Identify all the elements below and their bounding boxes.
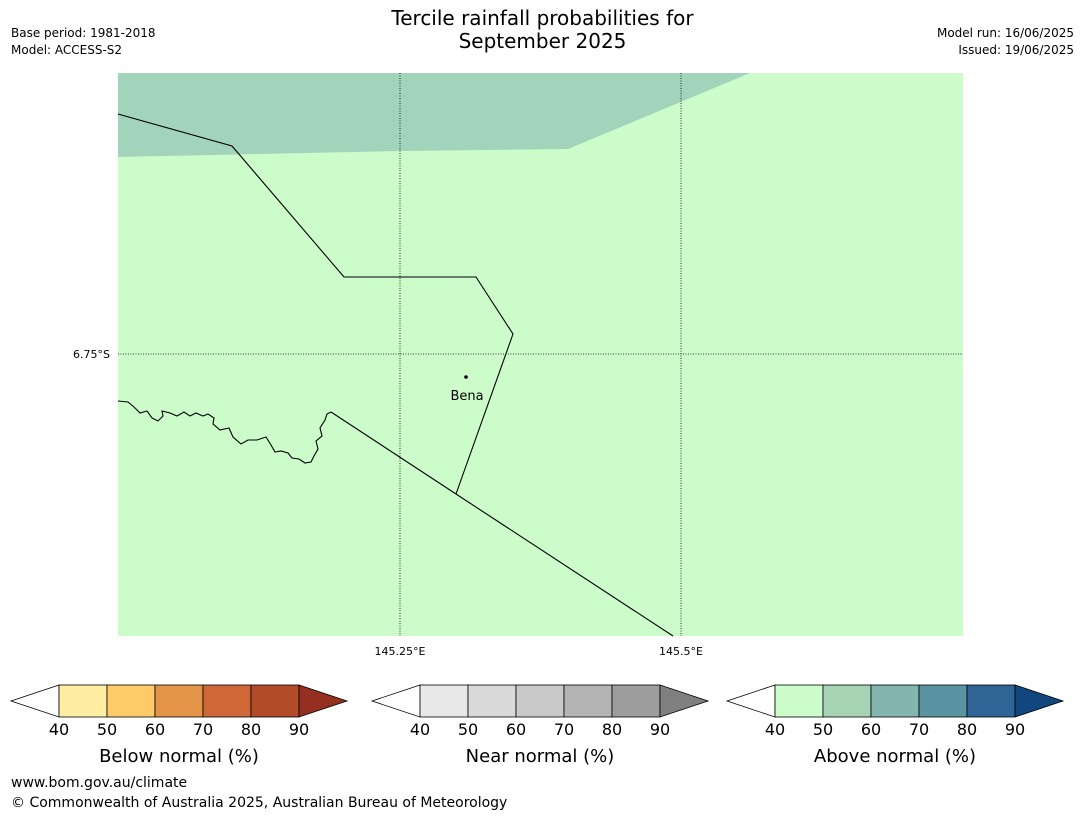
colorbar-near-normal-segment-60: [515, 684, 565, 718]
colorbar-near-normal-label: Near normal (%): [466, 746, 615, 767]
colorbar-below-normal-segment-50: [106, 684, 156, 718]
colorbar-legends: 40 50 60 70 80 90 Below normal (%) 40 50 60 70 80 90…: [9, 684, 1065, 767]
colorbar-below-normal-tick-70: 70: [193, 720, 213, 739]
colorbar-above-normal-segment-40: [774, 684, 824, 718]
base-period-label: Base period: 1981-2018: [11, 26, 156, 40]
colorbar-below-normal-segment-40: [58, 684, 108, 718]
colorbar-above-normal-tick-80: 80: [957, 720, 977, 739]
colorbar-near-normal-segment-80: [611, 684, 661, 718]
colorbar-above-normal-segment-50: [822, 684, 872, 718]
province-boundary-south: [455, 493, 674, 637]
province-boundary-north: [117, 113, 514, 495]
colorbar-near-normal-tick-60: 60: [506, 720, 526, 739]
province-boundary-west: [330, 411, 457, 495]
colorbar-below-normal-tick-60: 60: [145, 720, 165, 739]
footer-copyright: © Commonwealth of Australia 2025, Austra…: [11, 795, 508, 811]
colorbar-near-normal-tick-50: 50: [458, 720, 478, 739]
colorbar-above-normal-segment-80: [966, 684, 1016, 718]
footer-url: www.bom.gov.au/climate: [11, 775, 188, 791]
colorbar-below-normal-segment-80: [250, 684, 300, 718]
model-run-label: Model run: 16/06/2025: [936, 26, 1074, 40]
colorbar-above-normal-tick-50: 50: [813, 720, 833, 739]
map-area-above-50-60: [118, 73, 750, 157]
colorbar-near-normal-tick-90: 90: [650, 720, 670, 739]
colorbar-above-normal: 40 50 60 70 80 90 Above normal (%): [725, 684, 1065, 767]
town-marker-bena: [464, 375, 468, 379]
lat-label-6-75s: 6.75°S: [73, 348, 110, 361]
colorbar-above-normal-tick-70: 70: [909, 720, 929, 739]
colorbar-above-normal-segment-60: [870, 684, 920, 718]
title-line-1: Tercile rainfall probabilities for: [391, 6, 694, 30]
colorbar-above-normal-segment-70: [918, 684, 968, 718]
colorbar-below-normal-segment-60: [154, 684, 204, 718]
colorbar-below-normal-segment-70: [202, 684, 252, 718]
colorbar-above-normal-over-extension: [1014, 684, 1065, 718]
colorbar-near-normal-segment-70: [563, 684, 613, 718]
map-area-above-40-50: [118, 73, 963, 636]
model-label: Model: ACCESS-S2: [11, 43, 123, 57]
map-figure: Bena 6.75°S 145.25°E 145.5°E: [73, 73, 963, 658]
colorbar-above-normal-tick-90: 90: [1005, 720, 1025, 739]
meta-left: Base period: 1981-2018 Model: ACCESS-S2: [11, 25, 156, 59]
lon-label-145-5e: 145.5°E: [659, 645, 703, 658]
colorbar-above-normal-label: Above normal (%): [814, 746, 976, 767]
colorbar-near-normal-segment-40: [419, 684, 469, 718]
colorbar-near-normal-tick-80: 80: [602, 720, 622, 739]
colorbar-near-normal-under-extension: [370, 684, 421, 718]
lon-label-145-25e: 145.25°E: [375, 645, 426, 658]
chart-title: Tercile rainfall probabilities for Septe…: [0, 7, 1085, 53]
coastline: [117, 400, 332, 464]
colorbar-near-normal-over-extension: [659, 684, 710, 718]
colorbar-below-normal-tick-90: 90: [289, 720, 309, 739]
colorbar-above-normal-tick-60: 60: [861, 720, 881, 739]
colorbar-below-normal-over-extension: [298, 684, 349, 718]
colorbar-above-normal-under-extension: [725, 684, 776, 718]
province-boundaries: [117, 113, 674, 637]
colorbar-below-normal: 40 50 60 70 80 90 Below normal (%): [9, 684, 349, 767]
town-label-bena: Bena: [450, 389, 483, 404]
colorbar-near-normal-tick-70: 70: [554, 720, 574, 739]
title-line-2: September 2025: [458, 29, 627, 53]
issued-label: Issued: 19/06/2025: [958, 43, 1074, 57]
colorbar-below-normal-tick-80: 80: [241, 720, 261, 739]
colorbar-below-normal-tick-40: 40: [49, 720, 69, 739]
meta-right: Model run: 16/06/2025 Issued: 19/06/2025: [937, 25, 1074, 59]
colorbar-near-normal-segment-50: [467, 684, 517, 718]
colorbar-below-normal-under-extension: [9, 684, 60, 718]
colorbar-near-normal: 40 50 60 70 80 90 Near normal (%): [370, 684, 710, 767]
colorbar-below-normal-tick-50: 50: [97, 720, 117, 739]
colorbar-near-normal-tick-40: 40: [410, 720, 430, 739]
colorbar-above-normal-tick-40: 40: [765, 720, 785, 739]
colorbar-below-normal-label: Below normal (%): [99, 746, 259, 767]
